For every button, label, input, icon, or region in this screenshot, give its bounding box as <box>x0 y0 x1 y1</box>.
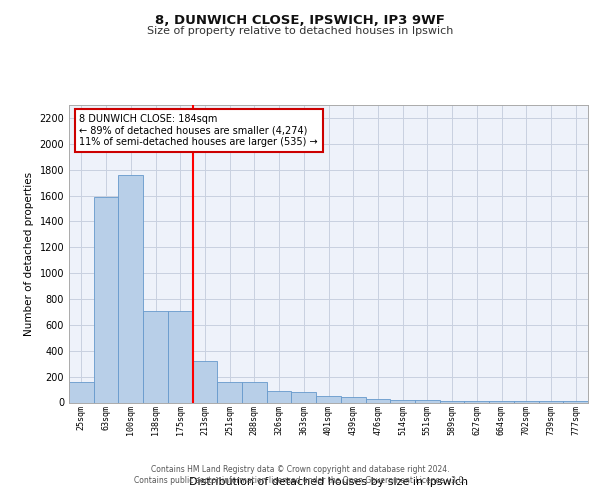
Bar <box>168 310 193 402</box>
Bar <box>440 401 464 402</box>
Bar <box>365 400 390 402</box>
Text: 8, DUNWICH CLOSE, IPSWICH, IP3 9WF: 8, DUNWICH CLOSE, IPSWICH, IP3 9WF <box>155 14 445 27</box>
Text: Size of property relative to detached houses in Ipswich: Size of property relative to detached ho… <box>147 26 453 36</box>
Bar <box>415 400 440 402</box>
Bar <box>267 391 292 402</box>
Bar <box>563 400 588 402</box>
Text: 8 DUNWICH CLOSE: 184sqm
← 89% of detached houses are smaller (4,274)
11% of semi: 8 DUNWICH CLOSE: 184sqm ← 89% of detache… <box>79 114 318 147</box>
Bar <box>464 400 489 402</box>
Bar <box>193 361 217 403</box>
Bar <box>94 197 118 402</box>
Bar <box>292 392 316 402</box>
Bar <box>69 382 94 402</box>
Text: Contains HM Land Registry data © Crown copyright and database right 2024.: Contains HM Land Registry data © Crown c… <box>151 465 449 474</box>
Bar <box>143 310 168 402</box>
Bar <box>514 401 539 402</box>
Bar <box>539 401 563 402</box>
Bar <box>242 382 267 402</box>
Bar <box>390 400 415 402</box>
Bar <box>217 382 242 402</box>
Text: Contains public sector information licensed under the Open Government Licence v3: Contains public sector information licen… <box>134 476 466 485</box>
Bar <box>118 175 143 402</box>
X-axis label: Distribution of detached houses by size in Ipswich: Distribution of detached houses by size … <box>189 477 468 487</box>
Bar <box>489 401 514 402</box>
Bar <box>341 396 365 402</box>
Y-axis label: Number of detached properties: Number of detached properties <box>24 172 34 336</box>
Bar <box>316 396 341 402</box>
